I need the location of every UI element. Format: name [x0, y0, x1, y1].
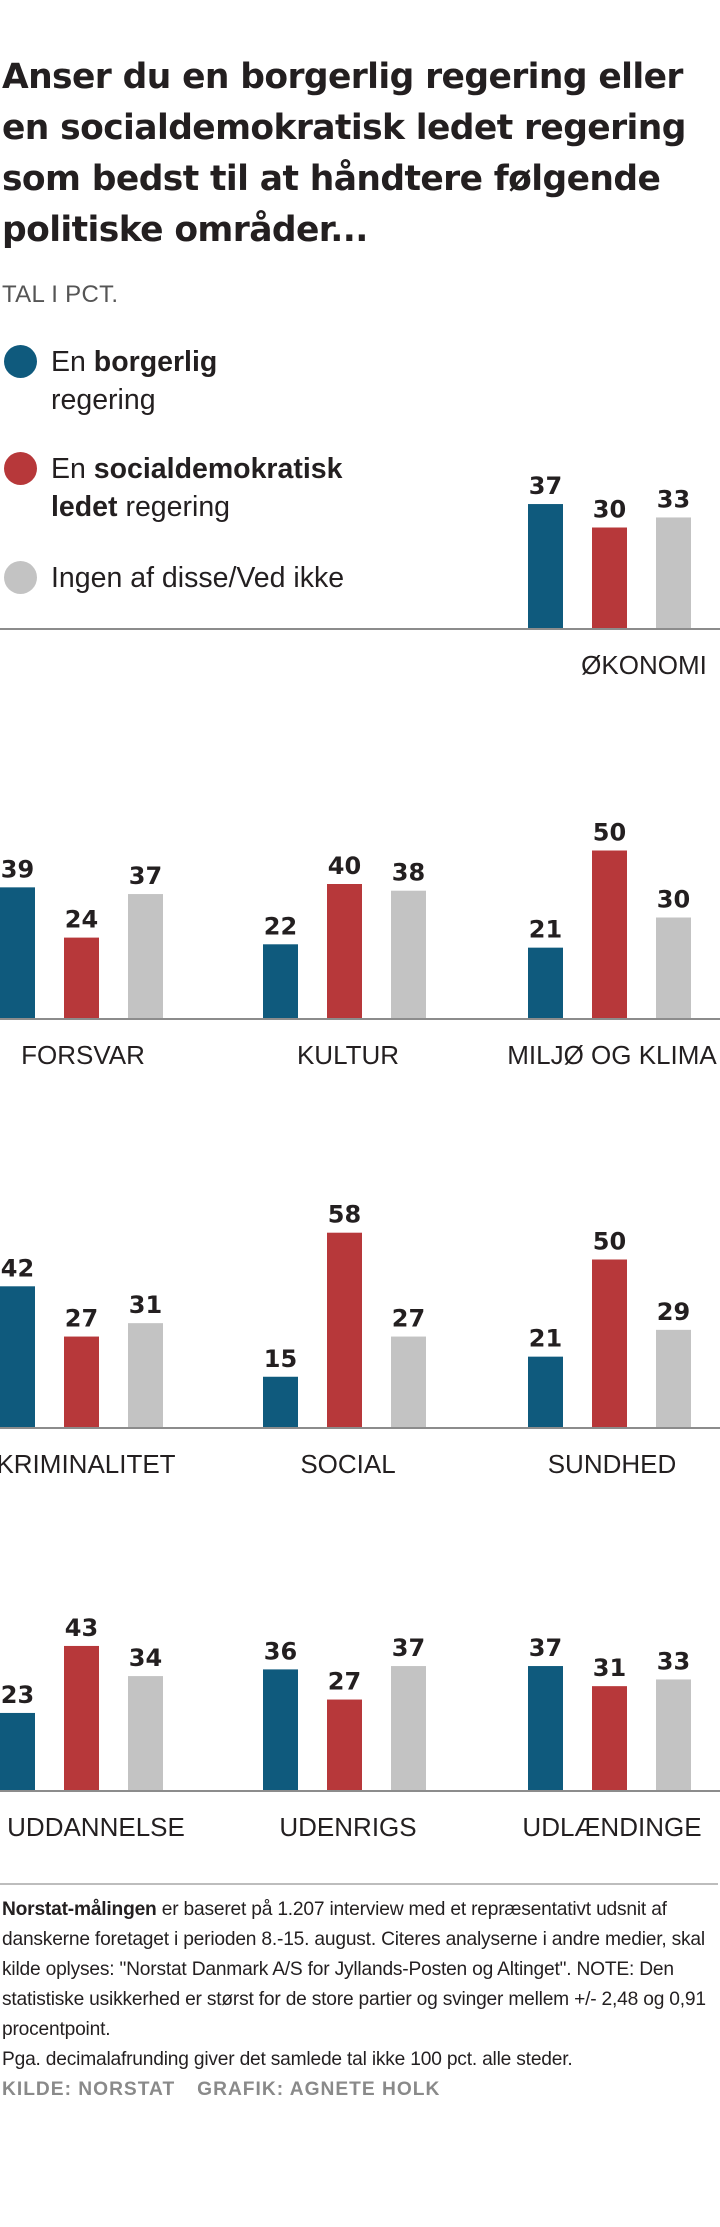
bar — [0, 1712, 35, 1790]
data-label: 27 — [328, 1668, 361, 1696]
data-label: 30 — [657, 886, 690, 914]
bar — [64, 1645, 99, 1790]
legend-label-pre: En — [51, 346, 94, 378]
data-label: 39 — [1, 855, 34, 883]
data-label: 22 — [264, 912, 297, 940]
data-label: 27 — [65, 1305, 98, 1333]
data-label: 36 — [264, 1637, 297, 1665]
bar — [592, 527, 627, 628]
data-label: 43 — [65, 1614, 98, 1642]
data-label: 33 — [657, 485, 690, 513]
bar — [656, 1329, 691, 1427]
bar — [263, 944, 298, 1018]
legend-swatch-ingen — [4, 561, 37, 594]
data-label: 37 — [529, 472, 562, 500]
bar — [528, 1356, 563, 1427]
legend-label-borgerlig: En borgerlig regering — [51, 343, 271, 419]
legend-swatch-socialdemokratisk — [4, 452, 37, 485]
category-label: KRIMINALITET — [0, 1449, 176, 1479]
bar — [128, 1323, 163, 1427]
legend-label-ingen: Ingen af disse/Ved ikke — [51, 559, 431, 597]
category-label: UDDANNELSE — [7, 1812, 185, 1842]
bar — [391, 1336, 426, 1427]
bar — [0, 887, 35, 1018]
bar — [64, 937, 99, 1018]
data-label: 40 — [328, 852, 361, 880]
source-credit: KILDE: NORSTAT — [2, 2079, 176, 2100]
legend-item-socialdemokratisk: En socialdemokratisk ledet regering — [4, 450, 391, 526]
footer-divider — [0, 1883, 718, 1885]
category-label: UDLÆNDINGE — [522, 1812, 701, 1842]
data-label: 37 — [392, 1634, 425, 1662]
bar — [656, 917, 691, 1018]
bar — [327, 884, 362, 1018]
category-label: ØKONOMI — [581, 650, 707, 680]
legend-label-post: regering — [117, 491, 231, 523]
footer-lead: Norstat-målingen — [2, 1899, 157, 1920]
data-label: 21 — [529, 1325, 562, 1353]
legend-swatch-borgerlig — [4, 345, 37, 378]
legend-label-post: Ingen af disse/Ved ikke — [51, 562, 345, 594]
data-label: 38 — [392, 859, 425, 887]
legend-item-ingen: Ingen af disse/Ved ikke — [4, 559, 431, 597]
bar — [656, 517, 691, 628]
graphic-credit: GRAFIK: AGNETE HOLK — [197, 2079, 441, 2100]
bar — [0, 1286, 35, 1427]
bar — [528, 504, 563, 628]
chart-subtitle: TAL I PCT. — [2, 281, 119, 308]
category-label: FORSVAR — [21, 1040, 145, 1070]
data-label: 42 — [1, 1254, 34, 1282]
bar — [592, 1686, 627, 1790]
legend-label-post: regering — [51, 384, 156, 416]
bar-chart: 37 30 33 ØKONOMI 39 24 37 FORSVAR 22 40 38 KULTUR 21… — [0, 472, 720, 1842]
data-label: 27 — [392, 1305, 425, 1333]
footer-rounding-note: Pga. decimalafrunding giver det samlede … — [2, 2049, 573, 2070]
data-label: 50 — [593, 1228, 626, 1256]
footer-credits: KILDE: NORSTAT GRAFIK: AGNETE HOLK — [2, 2079, 462, 2100]
category-label: SOCIAL — [300, 1449, 395, 1479]
data-label: 37 — [129, 862, 162, 890]
data-label: 29 — [657, 1298, 690, 1326]
data-label: 33 — [657, 1647, 690, 1675]
category-label: UDENRIGS — [279, 1812, 416, 1842]
data-label: 58 — [328, 1201, 361, 1229]
data-label: 31 — [129, 1291, 162, 1319]
legend-label-bold: borgerlig — [93, 346, 218, 378]
category-label: MILJØ OG KLIMA — [507, 1040, 717, 1070]
bar — [327, 1232, 362, 1427]
bar — [528, 947, 563, 1018]
bar — [391, 890, 426, 1018]
chart-title: Anser du en borgerlig regering eller en … — [2, 57, 686, 250]
legend-item-borgerlig: En borgerlig regering — [4, 343, 271, 419]
data-label: 31 — [593, 1654, 626, 1682]
bar — [327, 1699, 362, 1790]
data-label: 50 — [593, 819, 626, 847]
legend-label-socialdemokratisk: En socialdemokratisk ledet regering — [51, 450, 391, 526]
bar — [528, 1666, 563, 1790]
data-label: 34 — [129, 1644, 162, 1672]
data-label: 30 — [593, 496, 626, 524]
category-label: SUNDHED — [548, 1449, 677, 1479]
data-label: 37 — [529, 1634, 562, 1662]
bar — [128, 1676, 163, 1790]
legend-label-pre: En — [51, 453, 94, 485]
data-label: 23 — [1, 1681, 34, 1709]
bar — [263, 1376, 298, 1427]
data-label: 15 — [264, 1345, 297, 1373]
bar — [64, 1336, 99, 1427]
bar — [656, 1679, 691, 1790]
bar — [592, 1259, 627, 1427]
footer-text: er baseret på 1.207 interview med et rep… — [2, 1899, 706, 2040]
legend-label-bold: socialdemokratisk ledet — [51, 453, 343, 523]
bar — [263, 1669, 298, 1790]
bar — [592, 850, 627, 1018]
category-label: KULTUR — [297, 1040, 399, 1070]
data-label: 21 — [529, 916, 562, 944]
data-label: 24 — [65, 906, 98, 934]
footer-note: Norstat-målingen er baseret på 1.207 int… — [2, 1895, 718, 2105]
bar — [128, 894, 163, 1018]
bar — [391, 1666, 426, 1790]
